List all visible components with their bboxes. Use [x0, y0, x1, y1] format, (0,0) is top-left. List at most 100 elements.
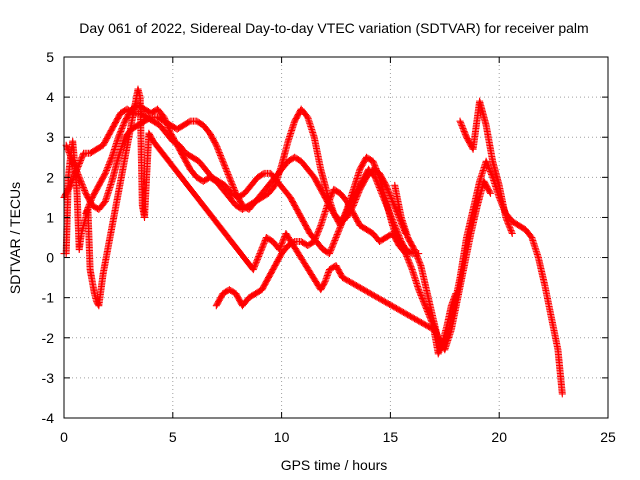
data-point-interp [316, 224, 324, 232]
data-point-interp [117, 126, 125, 134]
data-point [249, 266, 257, 274]
data-point-interp [87, 198, 95, 206]
data-point-interp [352, 196, 360, 204]
data-point-interp [78, 154, 86, 162]
y-tick-label: -2 [42, 330, 55, 346]
data-point-interp [250, 264, 258, 272]
data-point-interp [328, 242, 336, 250]
data-point-interp [86, 199, 94, 207]
data-point [389, 221, 397, 229]
x-tick-label: 20 [491, 429, 507, 445]
x-tick-label: 25 [600, 429, 616, 445]
data-point-interp [375, 172, 383, 180]
data-point-interp [278, 240, 286, 248]
x-axis-label: GPS time / hours [281, 457, 388, 473]
data-point-interp [330, 238, 338, 246]
data-point-interp [402, 251, 410, 259]
data-point-interp [335, 226, 343, 234]
data-point-interp [81, 186, 89, 194]
data-point-interp [316, 223, 324, 231]
data-point-interp [230, 184, 238, 192]
data-point-interp [78, 181, 86, 189]
data-point [114, 133, 122, 141]
data-point-interp [341, 211, 349, 219]
data-point-interp [486, 188, 494, 196]
data-point-interp [328, 190, 336, 198]
data-point-interp [85, 201, 93, 209]
data-point-interp [333, 231, 341, 239]
data-point [310, 238, 318, 246]
data-point-interp [504, 218, 512, 226]
data-point-interp [257, 247, 265, 255]
data-point-interp [260, 239, 268, 247]
data-point-interp [331, 236, 339, 244]
data-point-interp [115, 132, 123, 140]
data-point-interp [119, 122, 127, 130]
data-point-interp [252, 258, 260, 266]
data-point-interp [418, 293, 426, 301]
data-point-interp [231, 186, 239, 194]
data-point [332, 234, 340, 241]
data-point-interp [222, 165, 230, 173]
data-point-interp [254, 254, 262, 262]
data-point-interp [418, 294, 426, 302]
data-point-interp [161, 115, 169, 123]
data-point-interp [250, 263, 258, 271]
data-point-interp [423, 306, 431, 314]
data-point-interp [80, 185, 88, 193]
data-point-interp [459, 124, 467, 132]
data-point [323, 201, 331, 209]
data-point-interp [406, 260, 414, 268]
data-point-interp [354, 190, 362, 198]
data-point [558, 390, 566, 398]
data-point-interp [221, 162, 229, 170]
data-point-interp [217, 153, 225, 161]
data-point-interp [326, 196, 334, 204]
data-point-interp [228, 179, 236, 187]
data-point-interp [505, 221, 513, 229]
data-point-interp [230, 185, 238, 193]
data-point-interp [352, 194, 360, 202]
data-point-interp [120, 120, 128, 128]
data-point [456, 117, 464, 125]
data-point [101, 169, 109, 177]
data-point-interp [457, 119, 465, 127]
data-point-interp [373, 167, 381, 175]
data-point-interp [105, 161, 113, 169]
data-point-interp [213, 143, 221, 151]
plot-frame [63, 56, 609, 419]
data-point-interp [404, 255, 412, 263]
data-point-interp [118, 124, 126, 132]
data-point-interp [226, 175, 234, 183]
data-point-interp [214, 144, 222, 152]
data-point-interp [105, 159, 113, 167]
data-point-interp [353, 193, 361, 201]
data-point-interp [372, 165, 380, 173]
data-point-interp [76, 176, 84, 184]
y-tick-labels: -4 -3 -2 -1 0 1 2 3 4 5 [42, 49, 55, 426]
data-point-interp [415, 287, 423, 295]
data-point [502, 213, 510, 221]
data-point-interp [413, 253, 421, 261]
data-point-interp [458, 122, 466, 130]
data-point-interp [338, 217, 346, 225]
data-point-interp [457, 120, 465, 128]
data-point [486, 189, 494, 197]
data-point-interp [218, 154, 226, 162]
data-point-interp [163, 120, 171, 128]
data-point-interp [371, 163, 379, 171]
data-point-interp [87, 196, 95, 204]
data-point-interp [224, 170, 232, 178]
data-point-interp [407, 263, 415, 271]
data-point-interp [227, 176, 235, 184]
data-point-interp [373, 166, 381, 174]
data-point-interp [461, 130, 469, 138]
data-point-interp [162, 119, 170, 127]
data-point-interp [164, 122, 172, 130]
data-point [212, 141, 220, 149]
data-point-interp [371, 162, 379, 170]
data-point-interp [253, 255, 261, 263]
data-point-interp [261, 238, 269, 246]
data-point-interp [313, 230, 321, 238]
y-axis-label: SDTVAR / TECUs [7, 182, 23, 294]
